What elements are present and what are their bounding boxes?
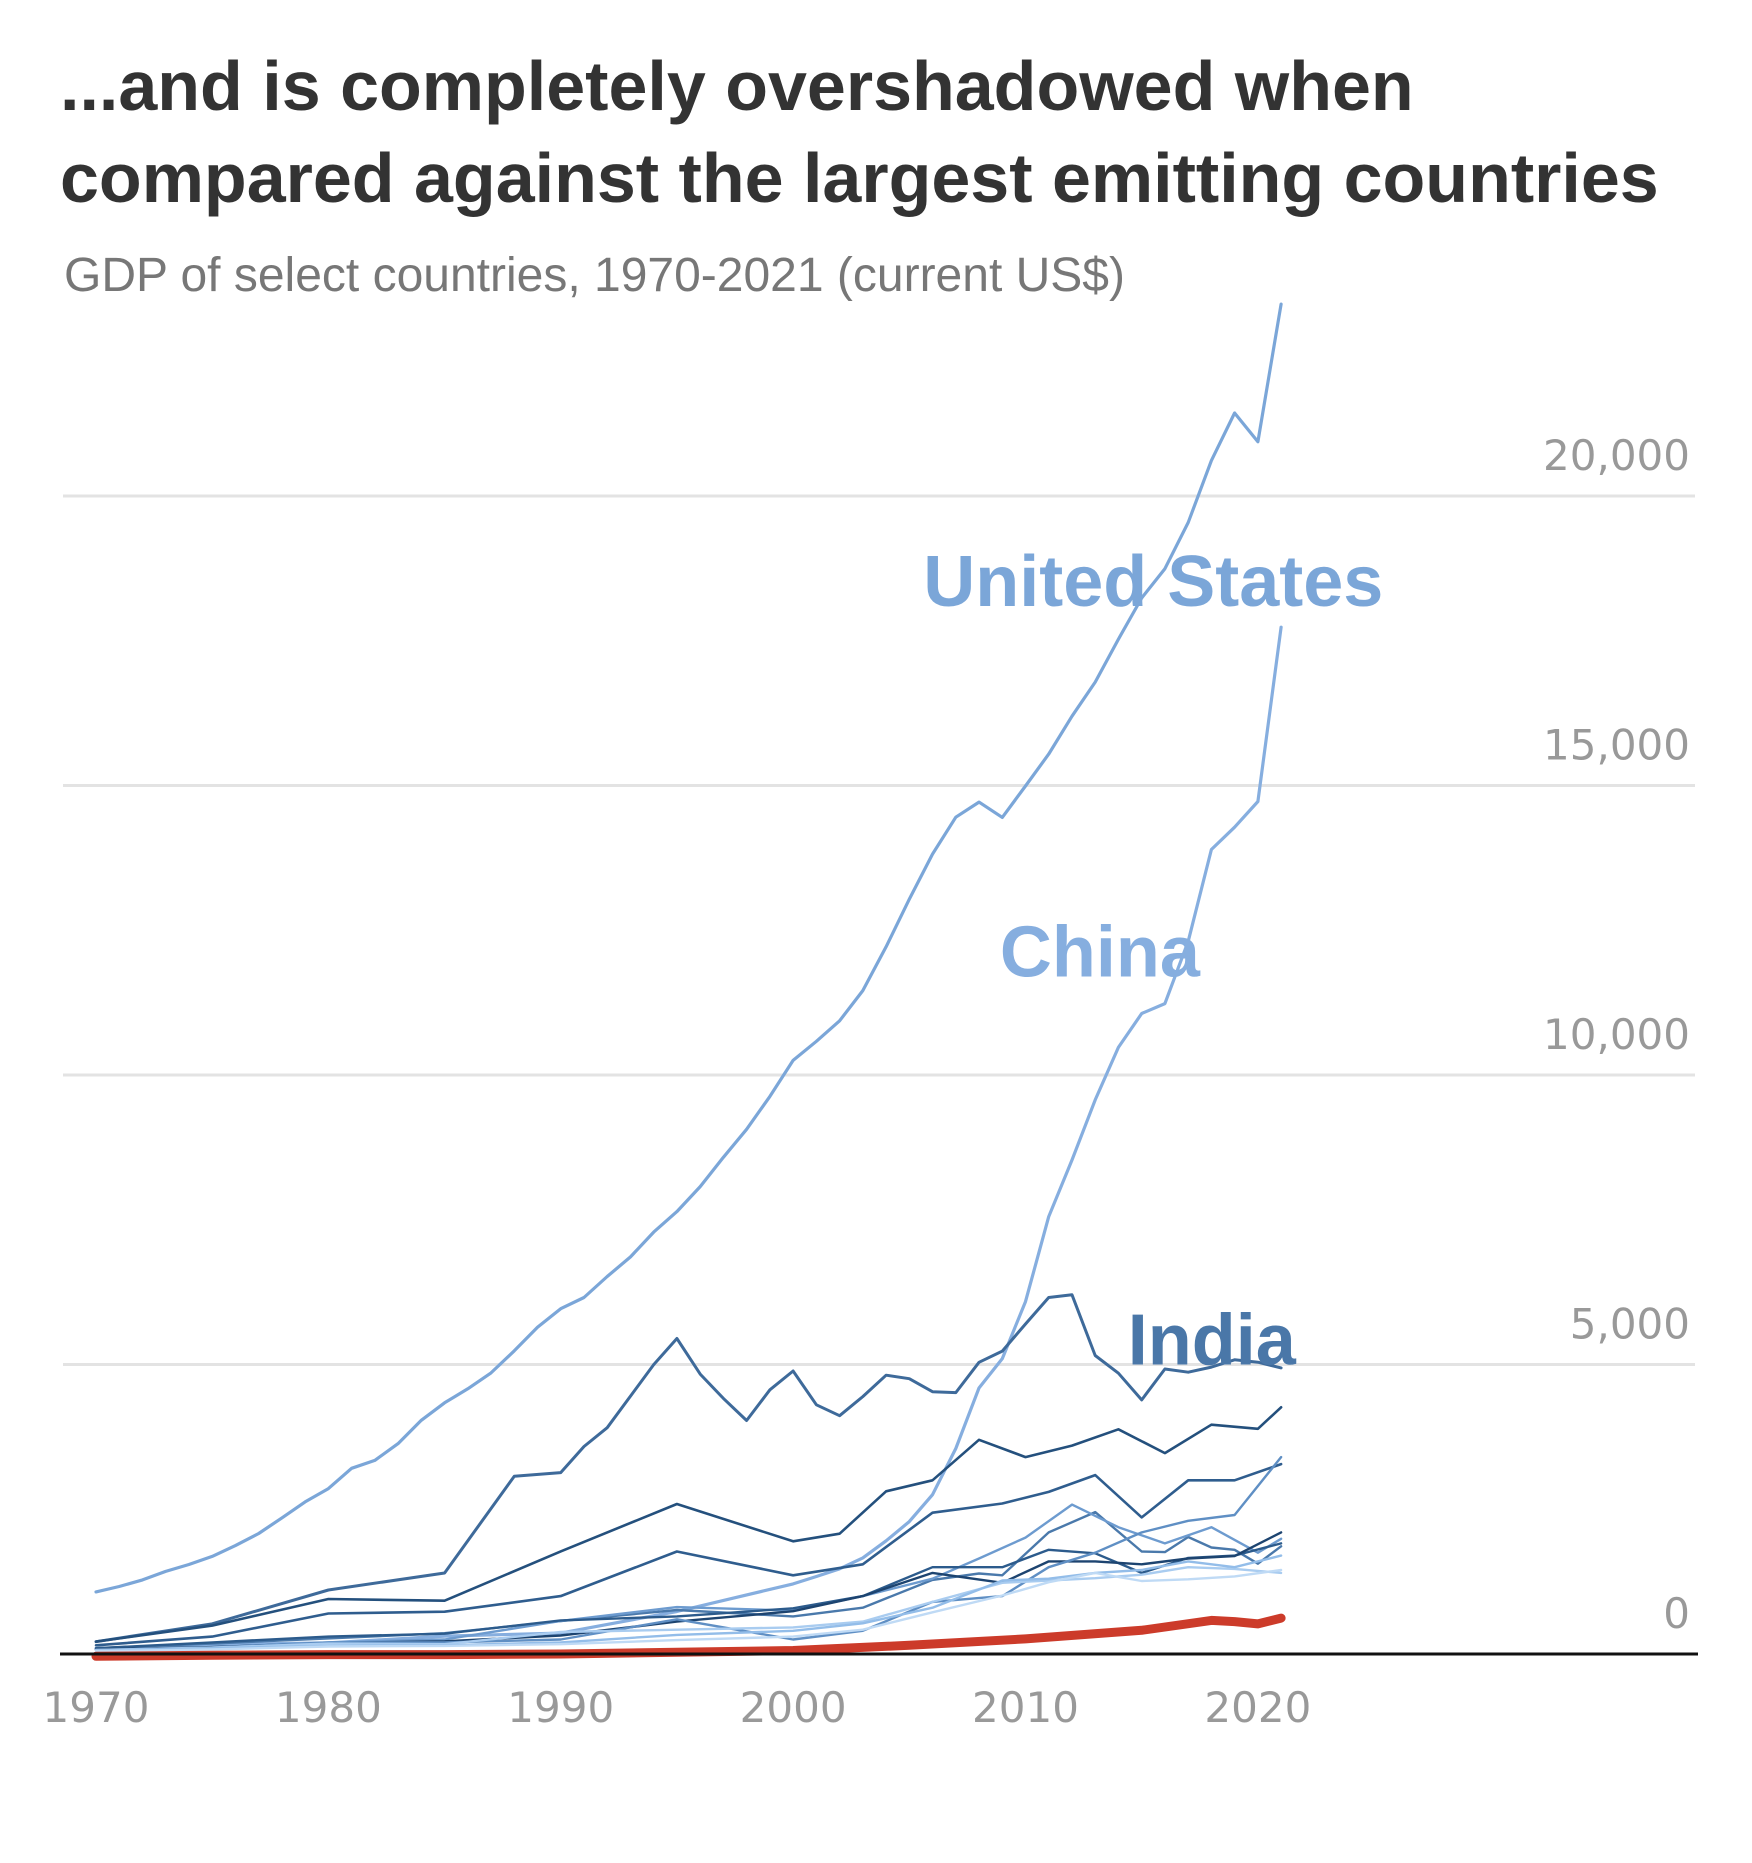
axes: 0 5,000 10,000 15,000 20,000 1970 1980 1990 2000… [43,431,1698,1732]
x-tick-label: 2000 [740,1683,847,1732]
series-line [94,625,1283,1651]
x-tick-label: 1980 [275,1683,382,1732]
y-tick-label: 10,000 [1543,1010,1690,1059]
series-line [94,1406,1283,1643]
y-tick-label: 15,000 [1543,721,1690,770]
y-tick-label: 5,000 [1570,1300,1690,1349]
gridlines [63,494,1695,1366]
series-line [94,1462,1283,1647]
x-tick-label: 1970 [43,1683,150,1732]
series-line [94,1293,1283,1644]
series-line [94,1510,1283,1650]
x-tick-label: 2010 [972,1683,1079,1732]
y-tick-label: 0 [1663,1589,1690,1638]
y-tick-label: 20,000 [1543,431,1690,480]
series-label: China [1000,913,1201,993]
chart-subtitle: GDP of select countries, 1970-2021 (curr… [64,249,1125,302]
series-line [94,302,1283,1594]
series-label: India [1128,1301,1297,1381]
series-line [94,1565,1283,1652]
series-line [94,1503,1283,1651]
series-labels: United States China India [923,542,1383,1380]
x-tick-label: 2020 [1204,1683,1311,1732]
series-label: United States [923,542,1383,622]
x-tick-label: 1990 [507,1683,614,1732]
chart-title: ...and is completely overshadowed when c… [60,47,1659,217]
series-line [94,1568,1283,1653]
